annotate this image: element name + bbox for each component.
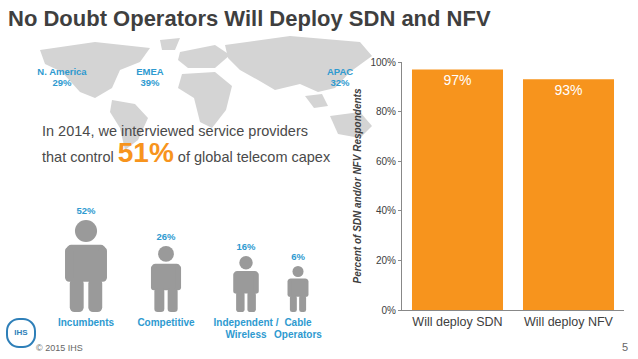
svg-text:Independent /Wireless: Independent /Wireless bbox=[214, 317, 279, 340]
svg-text:16%: 16% bbox=[236, 241, 256, 252]
svg-text:26%: 26% bbox=[156, 231, 176, 242]
svg-text:Competitive: Competitive bbox=[137, 317, 195, 328]
svg-text:CableOperators: CableOperators bbox=[274, 317, 322, 340]
svg-text:0%: 0% bbox=[382, 305, 397, 316]
html-text:© 2015 IHS: © 2015 IHS bbox=[36, 343, 83, 353]
svg-text:40%: 40% bbox=[376, 205, 396, 216]
svg-text:N. America29%: N. America29% bbox=[37, 66, 87, 88]
svg-text:80%: 80% bbox=[376, 106, 396, 117]
svg-text:60%: 60% bbox=[376, 156, 396, 167]
svg-text:100%: 100% bbox=[370, 57, 396, 68]
html-text:No Doubt Operators Will Deploy: No Doubt Operators Will Deploy SDN and N… bbox=[8, 6, 491, 31]
svg-text:97%: 97% bbox=[443, 72, 471, 88]
html-text:IHS: IHS bbox=[14, 328, 28, 337]
svg-text:Will deploy NFV: Will deploy NFV bbox=[524, 315, 614, 329]
svg-text:Incumbents: Incumbents bbox=[58, 317, 115, 328]
svg-text:93%: 93% bbox=[554, 82, 582, 98]
svg-text:Percent of SDN and/or NFV Resp: Percent of SDN and/or NFV Respondents bbox=[352, 88, 363, 283]
html-text:In 2014, we interviewed servic: In 2014, we interviewed service provider… bbox=[42, 123, 331, 168]
svg-text:APAC32%: APAC32% bbox=[327, 66, 353, 88]
svg-text:EMEA39%: EMEA39% bbox=[136, 66, 164, 88]
svg-text:20%: 20% bbox=[376, 255, 396, 266]
svg-text:52%: 52% bbox=[76, 205, 96, 216]
svg-text:Will deploy SDN: Will deploy SDN bbox=[412, 315, 502, 329]
svg-text:6%: 6% bbox=[291, 251, 305, 262]
html-text:5: 5 bbox=[621, 341, 628, 353]
